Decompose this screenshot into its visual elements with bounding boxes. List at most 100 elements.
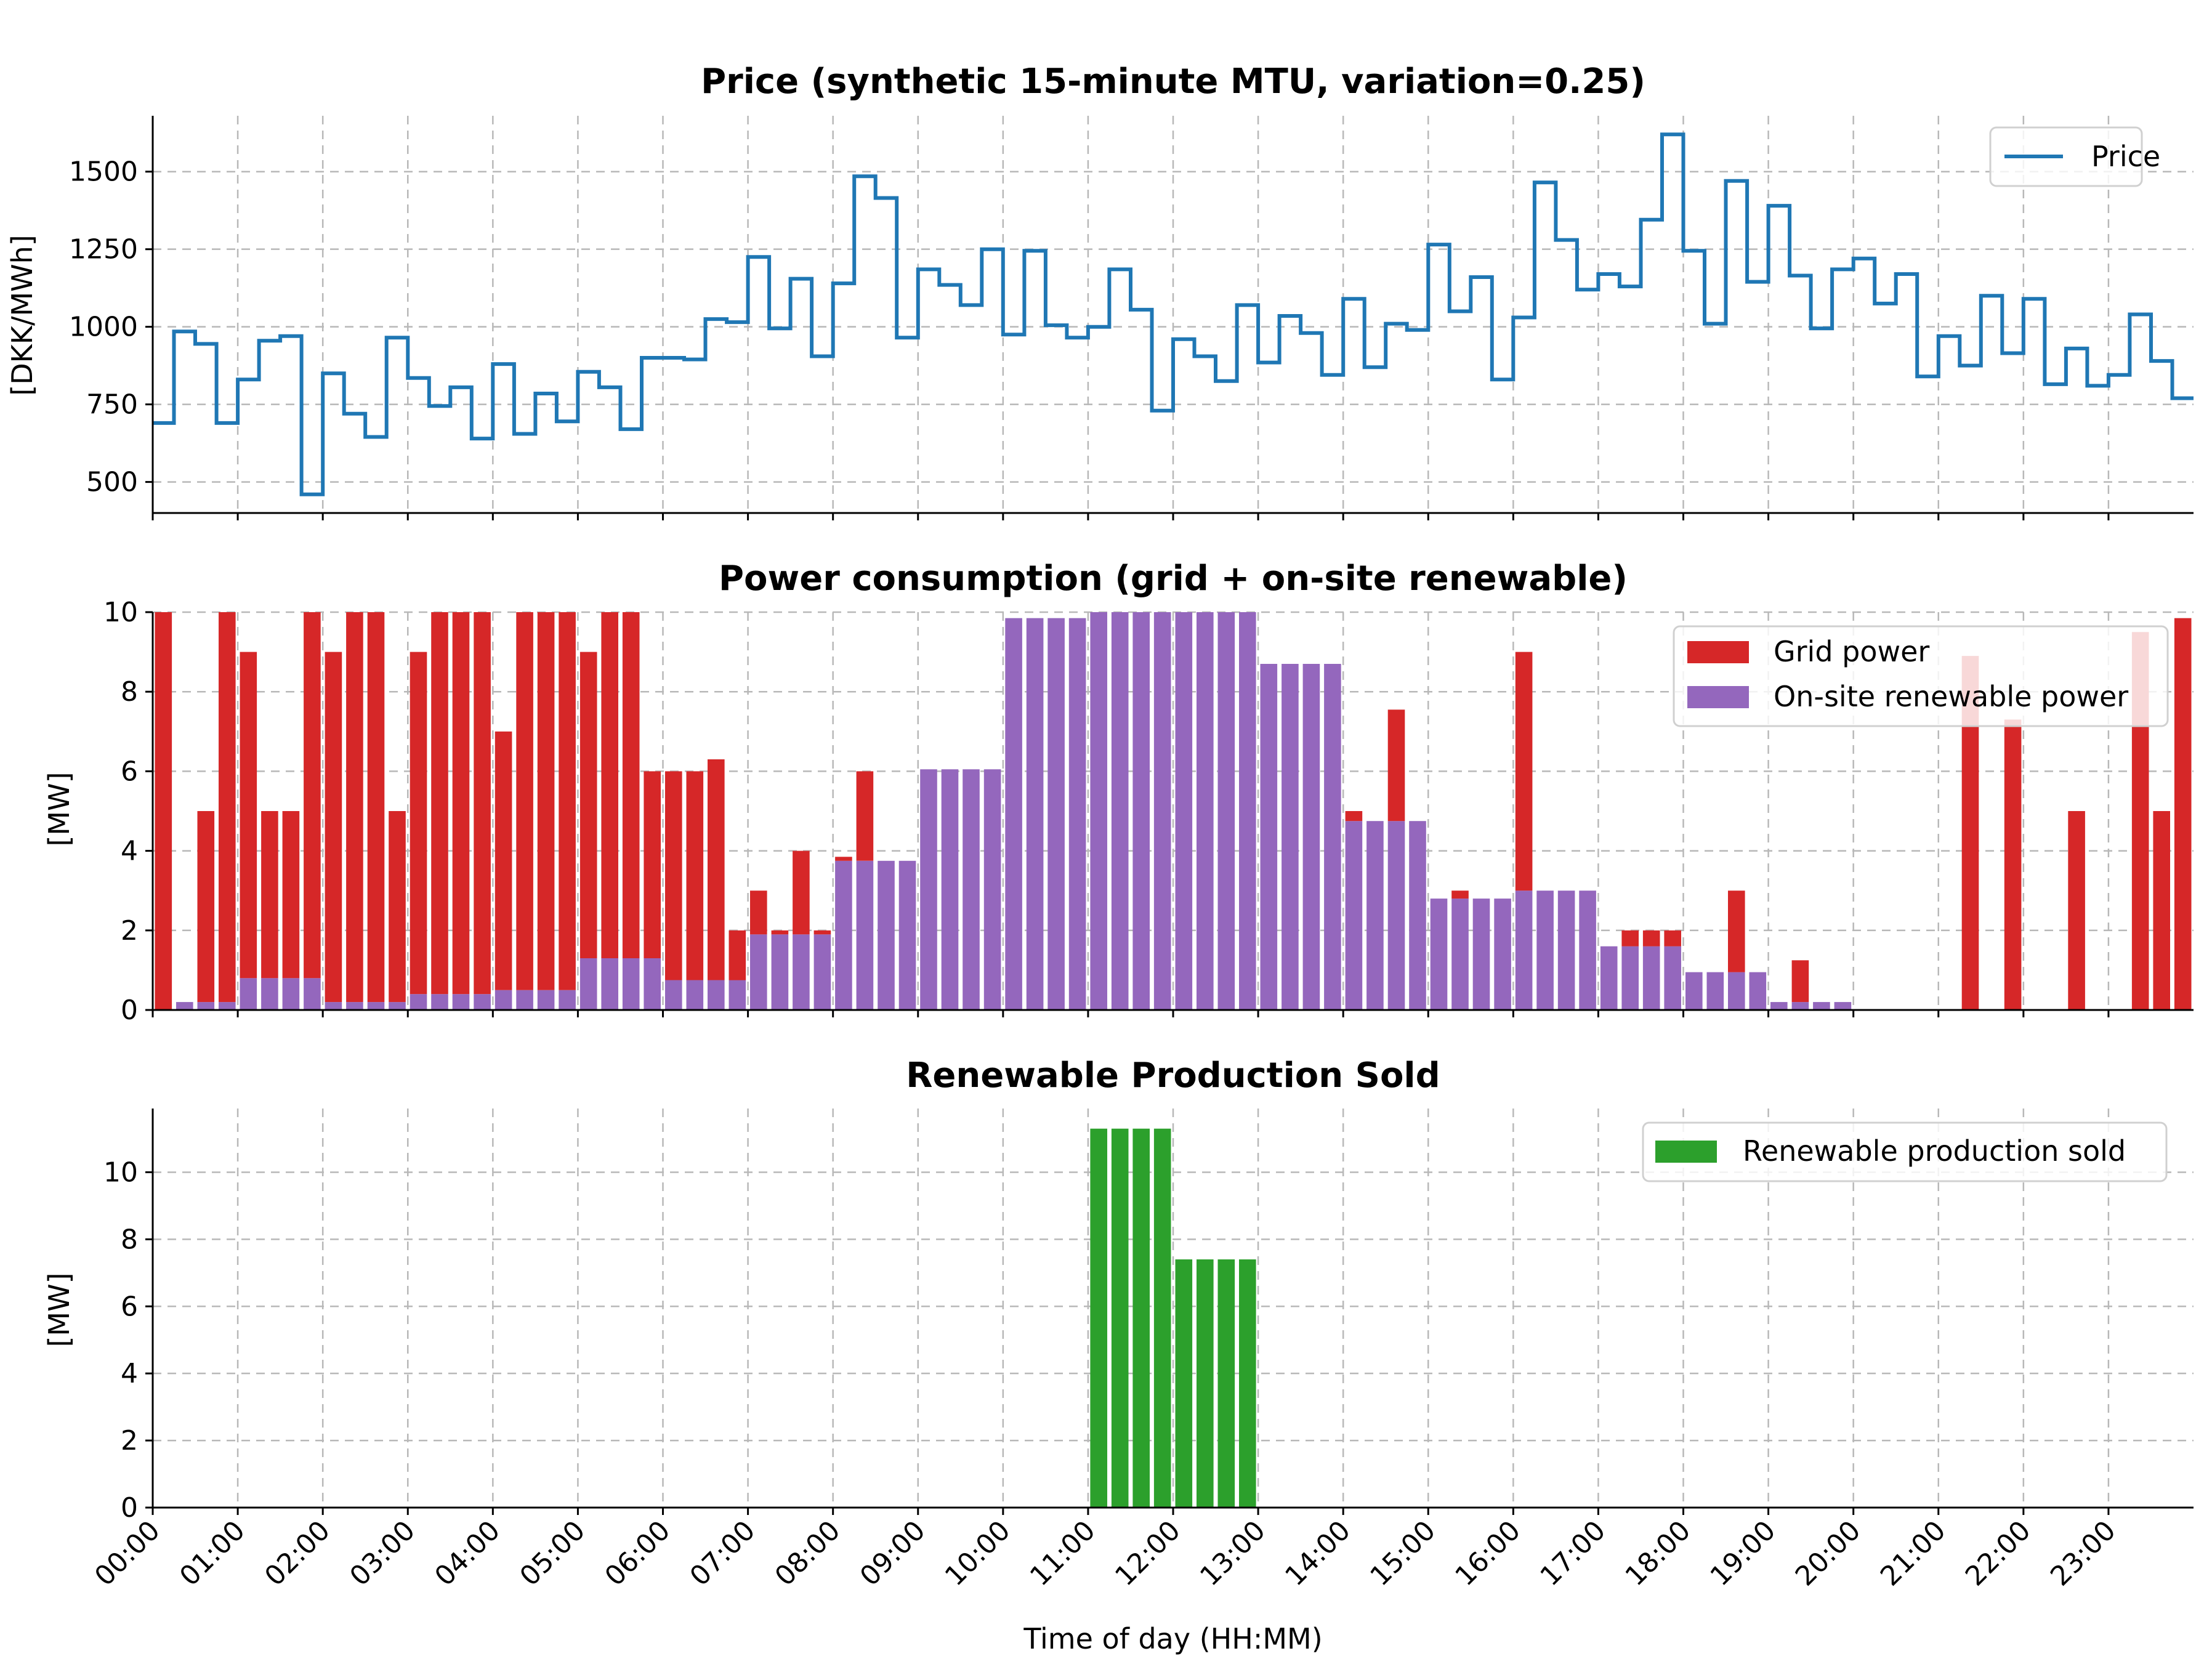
renewable-power-bar [1621,946,1639,1010]
grid-power-bar [261,811,278,979]
renewable-power-bar [771,934,789,1010]
power-panel: Power consumption (grid + on-site renewa… [42,559,2194,1026]
price-x-tick-marks [151,513,2110,520]
renewable-power-bar [494,990,512,1010]
grid-power-bar [2153,811,2170,1010]
renewable-power-bar [835,860,852,1011]
renewable-power-bar [1472,899,1490,1010]
grid-power-bar [559,612,576,990]
renewable-power-bar [920,769,937,1010]
grid-power-bar [346,612,363,1003]
price-panel: Price (synthetic 15-minute MTU, variatio… [6,62,2194,520]
renewable-power-bar [898,860,916,1011]
sold-y-axis-label: [MW] [42,1272,76,1347]
renewable-power-bar [1132,612,1150,1010]
renewable-power-bar [1197,612,1214,1010]
grid-power-bar [686,771,704,980]
renewable-power-bar [750,934,767,1010]
renewable-power-bar [1494,899,1511,1010]
price-chart-title: Price (synthetic 15-minute MTU, variatio… [701,62,1645,102]
sold-bar [1239,1259,1256,1508]
sold-y-tick-label: 8 [121,1224,138,1255]
renewable-power-bar [219,1002,236,1010]
renewable-power-bar [282,978,300,1010]
grid-power-bar [389,811,406,1003]
grid-power-bar [325,652,342,1003]
sold-x-axis-label: Time of day (HH:MM) [1023,1622,1322,1655]
power-y-ticks: 0 2 4 6 8 10 [103,597,153,1026]
renewable-power-bar [644,958,661,1010]
power-y-tick-label: 4 [121,836,138,867]
renewable-power-bar [431,994,448,1010]
grid-power-legend-label: Grid power [1774,635,1929,668]
grid-power-bar [771,930,789,935]
sold-legend-swatch [1655,1141,1717,1163]
grid-power-bar [474,612,491,995]
grid-power-bar [304,612,321,979]
renewable-power-bar [1770,1002,1788,1010]
renewable-power-bar [537,990,555,1010]
grid-power-bar [2004,719,2022,1010]
grid-power-bar [2174,618,2192,1010]
renewable-power-bar [1557,891,1575,1010]
grid-power-bar [494,731,512,990]
renewable-power-bar [325,1002,342,1010]
sold-legend: Renewable production sold [1642,1121,2168,1182]
grid-power-bar [708,759,725,980]
grid-power-bar [750,891,767,935]
renewable-power-bar [1260,664,1278,1010]
grid-power-bar [1451,891,1469,899]
price-y-tick-label: 750 [86,389,138,421]
renewable-power-bar [1324,664,1341,1010]
renewable-power-bar [1536,891,1554,1010]
sold-y-ticks: 0 2 4 6 8 10 [103,1157,153,1524]
sold-bar [1197,1259,1214,1508]
renewable-power-bar [389,1002,406,1010]
power-legend-box [1673,625,2169,727]
renewable-power-bar [1664,946,1681,1010]
renewable-power-bar [813,934,831,1010]
renewable-power-bar [963,769,980,1010]
renewable-power-bar [1345,821,1363,1010]
renewable-power-bar [346,1002,363,1010]
grid-power-bar [537,612,555,990]
renewable-power-bar [1409,821,1426,1010]
renewable-power-bar [579,958,597,1010]
grid-power-bar [1621,930,1639,947]
sold-legend-box [1642,1121,2168,1182]
grid-power-bar [1728,891,1745,972]
price-y-tick-label: 1500 [69,156,138,188]
grid-power-bar [516,612,533,990]
renewable-power-bar [1047,618,1065,1010]
renewable-power-bar [1642,946,1660,1010]
renewable-power-bar [367,1002,385,1010]
price-y-ticks: 500 750 1000 1250 1500 [69,156,153,498]
renewable-power-bar [1706,972,1724,1010]
renewable-power-bar [793,934,810,1010]
renewable-power-bar [1387,821,1405,1010]
renewable-power-bar [1217,612,1235,1010]
power-bars [155,612,2192,1011]
grid-power-bar [601,612,618,958]
sold-y-tick-label: 4 [121,1358,138,1389]
renewable-power-bar [559,990,576,1010]
grid-power-bar [813,930,831,935]
grid-power-bar [1664,930,1681,947]
price-y-tick-label: 500 [86,467,138,498]
price-legend-box [1989,126,2143,187]
renewable-power-bar [1728,972,1745,1010]
renewable-power-bar [665,980,682,1010]
grid-power-bar [835,857,852,861]
renewable-power-bar [941,769,959,1010]
renewable-power-bar [1026,618,1044,1010]
renewable-power-legend-label: On-site renewable power [1774,680,2128,713]
power-y-tick-label: 10 [103,597,138,628]
power-x-tick-marks [151,1010,2110,1017]
power-y-tick-label: 8 [121,676,138,708]
renewable-power-bar [1430,899,1448,1010]
renewable-power-bar [1600,946,1618,1010]
renewable-power-bar [878,860,895,1011]
power-y-axis-label: [MW] [42,772,76,846]
grid-power-bar [410,652,427,995]
renewable-power-bar [1090,612,1107,1010]
